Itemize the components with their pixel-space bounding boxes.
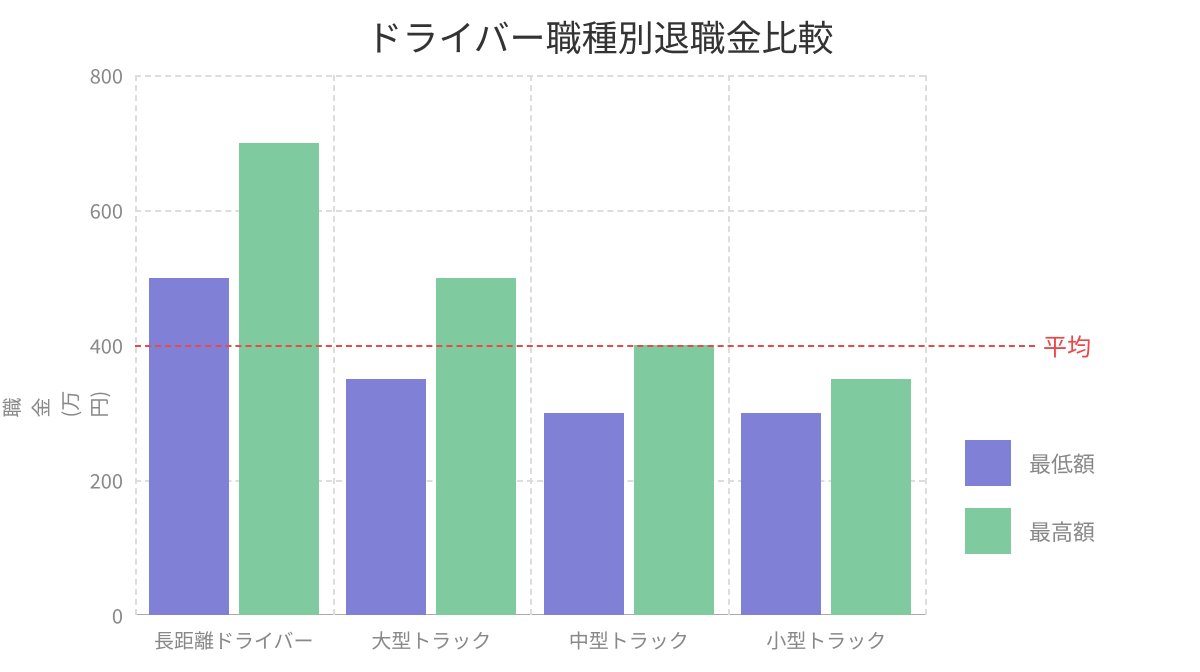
plot-area: 0200400600800長距離ドライバー大型トラック中型トラック小型トラック平… xyxy=(135,75,925,615)
bar xyxy=(831,379,911,615)
x-tick-label: 大型トラック xyxy=(371,615,491,654)
legend-swatch xyxy=(965,508,1011,554)
bar xyxy=(149,278,229,616)
average-label: 平均 xyxy=(1043,328,1091,363)
legend-item: 最高額 xyxy=(965,508,1095,554)
y-tick-label: 200 xyxy=(90,466,135,495)
bar xyxy=(346,379,426,615)
bar xyxy=(239,143,319,616)
y-tick-label: 600 xyxy=(90,196,135,225)
x-tick-label: 長距離ドライバー xyxy=(154,615,314,654)
bar xyxy=(544,413,624,616)
y-axis-label: 退職金(万円) xyxy=(0,398,113,418)
chart-title: ドライバー職種別退職金比較 xyxy=(0,10,1200,62)
legend: 最低額最高額 xyxy=(965,440,1095,576)
bar xyxy=(634,345,714,615)
legend-label: 最低額 xyxy=(1029,447,1095,479)
bar xyxy=(436,278,516,616)
y-tick-label: 0 xyxy=(112,601,135,630)
legend-item: 最低額 xyxy=(965,440,1095,486)
average-line xyxy=(135,345,1035,347)
chart-container: ドライバー職種別退職金比較 退職金(万円) 0200400600800長距離ドラ… xyxy=(0,0,1200,672)
x-tick-label: 小型トラック xyxy=(766,615,886,654)
y-tick-label: 400 xyxy=(90,331,135,360)
legend-swatch xyxy=(965,440,1011,486)
bar xyxy=(741,413,821,616)
y-tick-label: 800 xyxy=(90,61,135,90)
x-tick-label: 中型トラック xyxy=(569,615,689,654)
legend-label: 最高額 xyxy=(1029,515,1095,547)
